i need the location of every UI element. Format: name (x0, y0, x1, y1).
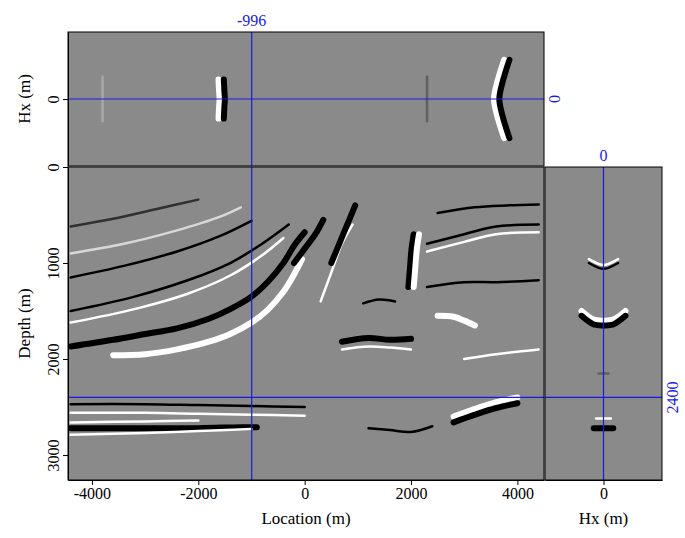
y-tick-mark (63, 263, 68, 264)
crosshair-x (603, 167, 604, 480)
reflector (71, 404, 305, 407)
y-tick-mark (63, 167, 68, 168)
reflector (427, 280, 539, 287)
crosshair-y (545, 397, 662, 398)
reflector (71, 200, 199, 227)
figure: -4000 -2000 0 2000 4000 0 1000 2000 3000 Location… (0, 0, 685, 538)
crosshair-y (68, 98, 544, 99)
x-axis-line (69, 480, 545, 481)
marks (68, 32, 544, 166)
x-axis: -4000 -2000 0 2000 4000 (69, 480, 545, 502)
y-tick: 0 (45, 96, 68, 104)
reflector (438, 316, 475, 326)
y-tick-mark (63, 455, 68, 456)
y-axis: 0 (45, 33, 69, 167)
reflector (427, 225, 539, 244)
reflector (71, 427, 257, 428)
x-tick-mark (92, 480, 93, 485)
y-tick-label: 1000 (45, 248, 62, 280)
x-tick-label: 0 (301, 485, 309, 502)
reflector (71, 207, 241, 253)
panel: -4000 -2000 0 2000 4000 0 1000 2000 3000 Location… (15, 164, 545, 529)
plot-background (68, 32, 544, 166)
y-axis-line (68, 168, 69, 481)
reflector (71, 225, 289, 311)
y-tick-mark (63, 99, 68, 100)
x-tick: -4000 (74, 480, 111, 502)
reflector (438, 204, 539, 213)
x-tick-label: -2000 (180, 485, 217, 502)
x-tick-label: -4000 (74, 485, 111, 502)
marks (68, 167, 544, 480)
x-tick-label: 0 (600, 485, 608, 502)
y-axis: 0 1000 2000 3000 (45, 164, 69, 481)
x-tick: -2000 (180, 480, 217, 502)
y-tick: 3000 (45, 440, 68, 472)
y-tick-label: 2000 (45, 344, 62, 376)
y-axis-title: Hx (m) (15, 74, 34, 124)
x-axis-title: Hx (m) (579, 509, 629, 528)
y-tick-label: 0 (45, 164, 62, 172)
reflector (342, 346, 411, 349)
y-tick-mark (63, 359, 68, 360)
reflector (71, 232, 305, 346)
x-tick-label: 4000 (502, 485, 534, 502)
plot-frame (545, 167, 662, 480)
y-tick-label: 0 (45, 96, 62, 104)
y-tick: 1000 (45, 248, 68, 280)
reflector (464, 349, 538, 359)
reflector (71, 420, 199, 422)
x-tick: 4000 (502, 480, 534, 502)
panel: 0 Hx (m) 0 2400 (545, 147, 681, 528)
x-tick-mark (411, 480, 412, 485)
plot-frame (68, 167, 544, 480)
y-tick: 2000 (45, 344, 68, 376)
plot-background (68, 167, 544, 480)
reflector (294, 220, 323, 263)
crosshair-y-label: 0 (546, 95, 563, 103)
y-tick-label: 3000 (45, 440, 62, 472)
reflector (71, 413, 305, 416)
x-tick: 2000 (396, 480, 428, 502)
crosshair-x-label: 0 (600, 147, 608, 164)
crosshair-y-label: 2400 (664, 381, 681, 413)
reflector (331, 205, 355, 263)
plot-frame (68, 32, 544, 166)
x-tick-mark (305, 480, 306, 485)
x-tick-mark (604, 480, 605, 485)
x-tick: 0 (301, 480, 309, 502)
plot-background (545, 167, 662, 480)
reflector (363, 299, 395, 303)
reflector (321, 225, 353, 302)
x-tick-mark (517, 480, 518, 485)
panel: 0 Hx (m) -996 0 (15, 12, 563, 167)
y-axis-title: Depth (m) (15, 288, 34, 358)
y-axis-line (68, 33, 69, 167)
reflector (414, 234, 419, 287)
reflector (368, 426, 432, 432)
reflector (342, 338, 411, 342)
reflector (454, 403, 518, 422)
x-axis: 0 (546, 480, 663, 502)
x-tick-label: 2000 (396, 485, 428, 502)
x-tick-mark (198, 480, 199, 485)
reflector (71, 429, 252, 435)
x-tick: 0 (600, 480, 608, 502)
marks (545, 167, 662, 480)
reflector (427, 232, 539, 251)
crosshair-y (68, 397, 544, 398)
y-tick: 0 (45, 164, 68, 172)
crosshair-x (251, 167, 252, 480)
x-axis-title: Location (m) (261, 509, 350, 528)
crosshair-x-label: -996 (237, 12, 266, 29)
